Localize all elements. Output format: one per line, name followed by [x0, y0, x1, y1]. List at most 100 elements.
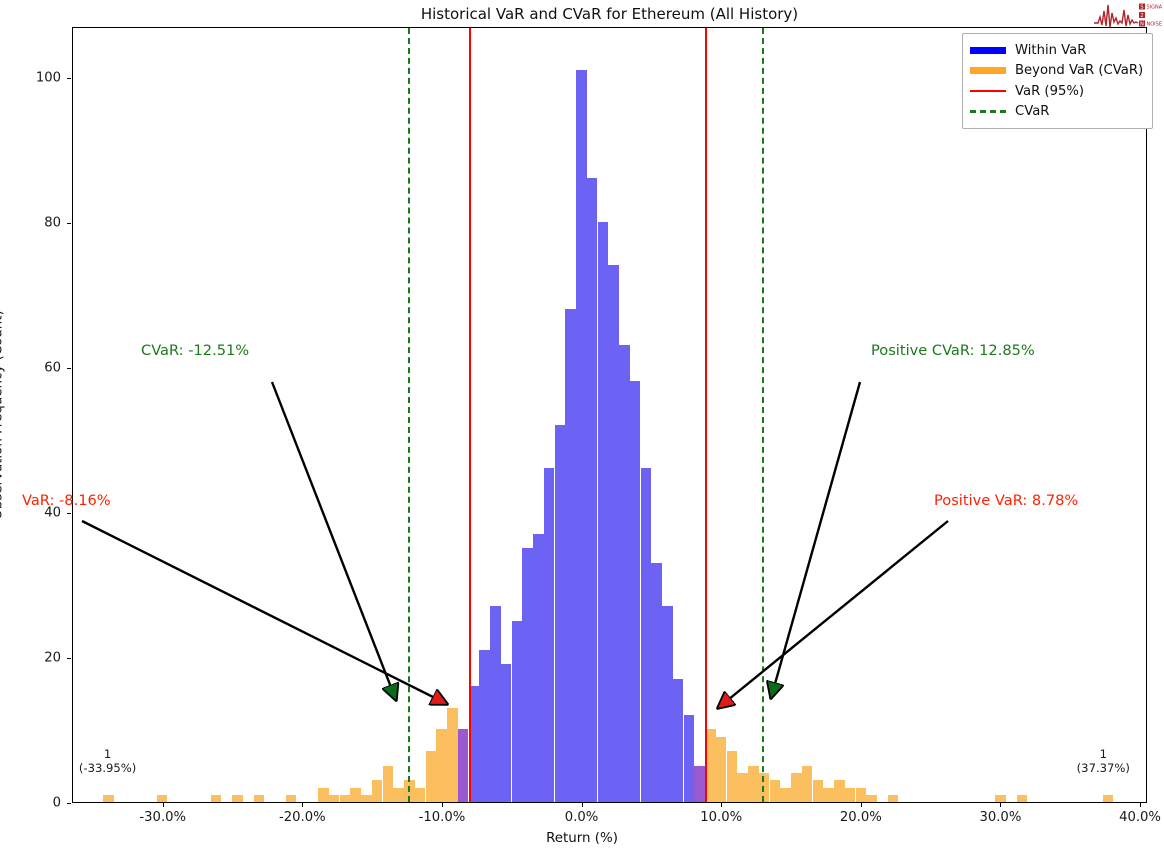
histogram-bar: [629, 381, 641, 802]
legend-label: CVaR: [1015, 104, 1050, 120]
histogram-bar: [103, 794, 114, 802]
histogram-bar: [801, 765, 813, 802]
histogram-bar: [382, 765, 394, 802]
y-tick: [67, 803, 71, 804]
outlier-left-count: 1: [103, 747, 112, 761]
svg-text:S: S: [1140, 4, 1143, 10]
y-tick: [67, 657, 71, 659]
legend-swatch: [970, 110, 1006, 114]
histogram-bar: [812, 780, 824, 802]
x-tick-label: 10.0%: [700, 810, 743, 825]
annotation-var-negative: VaR: -8.16%: [22, 492, 111, 509]
y-tick-label: 40: [44, 505, 61, 521]
outlier-label-right: 1 (37.37%): [1077, 747, 1130, 775]
legend-item[interactable]: VaR (95%): [970, 81, 1143, 102]
histogram-bar: [1102, 794, 1114, 802]
histogram-bar: [522, 548, 533, 802]
histogram-bar: [758, 773, 770, 802]
marker-line-positive-var: [705, 28, 708, 802]
histogram-bar: [737, 773, 748, 802]
histogram-bar: [995, 794, 1006, 802]
histogram-bar: [339, 794, 351, 802]
svg-text:N: N: [1140, 21, 1144, 27]
marker-line-cvar: [407, 28, 410, 802]
histogram-bar: [511, 620, 523, 802]
legend-label: Within VaR: [1015, 42, 1087, 58]
x-tick: [1140, 803, 1142, 807]
y-tick: [67, 77, 71, 79]
histogram-bar: [780, 787, 791, 802]
histogram-bar: [457, 729, 469, 802]
histogram-bar: [414, 787, 426, 802]
histogram-bar: [543, 468, 555, 802]
histogram-bar: [533, 533, 544, 802]
histogram-bar: [672, 678, 684, 802]
legend-swatch: [970, 46, 1006, 54]
histogram-bar: [328, 794, 340, 802]
x-tick: [721, 803, 723, 807]
histogram-bar: [447, 707, 458, 802]
logo-line2: 2: [1140, 13, 1143, 19]
legend-label: Beyond VaR (CVaR): [1015, 63, 1144, 79]
histogram-bar: [608, 265, 619, 802]
y-tick: [67, 512, 71, 514]
y-tick-label: 60: [44, 360, 61, 376]
histogram-bar: [715, 736, 727, 802]
histogram-bar: [844, 787, 856, 802]
histogram-bar: [371, 780, 383, 802]
x-tick-label: 20.0%: [839, 810, 882, 825]
histogram-bar: [479, 649, 490, 802]
annotation-cvar-negative: CVaR: -12.51%: [141, 342, 250, 359]
x-tick-label: 40.0%: [1119, 810, 1161, 825]
legend-item[interactable]: Beyond VaR (CVaR): [970, 61, 1143, 82]
legend-item[interactable]: Within VaR: [970, 40, 1143, 61]
y-tick: [67, 222, 71, 224]
histogram-bar: [253, 794, 265, 802]
y-tick-label: 100: [35, 70, 61, 86]
histogram-bar: [576, 69, 587, 802]
histogram-bar: [748, 765, 759, 802]
histogram-bar: [855, 787, 867, 802]
chart-title: Historical VaR and CVaR for Ethereum (Al…: [420, 5, 799, 23]
histogram-bar: [1016, 794, 1028, 802]
legend-item[interactable]: CVaR: [970, 102, 1143, 123]
outlier-left-value: (-33.95%): [78, 761, 137, 776]
legend-swatch: [970, 90, 1006, 93]
x-tick-label: -10.0%: [418, 810, 466, 825]
waveform-icon: [1094, 4, 1139, 28]
marker-line-var-95: [468, 28, 471, 802]
x-tick-label: -30.0%: [139, 810, 187, 825]
histogram-bar: [834, 780, 845, 802]
x-tick: [162, 803, 164, 807]
legend-swatch: [970, 67, 1006, 75]
histogram-bar: [640, 468, 652, 802]
x-tick-label: 0.0%: [564, 810, 599, 825]
histogram-bar: [232, 794, 243, 802]
histogram-bar: [468, 685, 480, 802]
x-tick: [441, 803, 443, 807]
x-tick: [302, 803, 304, 807]
outlier-right-count: 1: [1099, 747, 1107, 761]
x-tick: [860, 803, 862, 807]
histogram-bar: [651, 562, 662, 802]
histogram-bar: [425, 751, 437, 802]
y-tick-label: 0: [52, 795, 61, 811]
y-tick-label: 80: [44, 215, 61, 231]
histogram-bar: [619, 345, 630, 802]
annotation-var-positive: Positive VaR: 8.78%: [934, 492, 1079, 509]
histogram-bars: [73, 28, 1146, 802]
marker-line-positive-cvar: [761, 28, 764, 802]
histogram-bar: [823, 787, 834, 802]
x-tick: [581, 803, 583, 807]
histogram-bar: [490, 606, 501, 802]
histogram-bar: [586, 178, 598, 802]
outlier-right-value: (37.37%): [1076, 761, 1130, 776]
histogram-bar: [683, 714, 695, 802]
y-tick-label: 20: [44, 650, 61, 666]
histogram-bar: [726, 751, 738, 802]
annotation-cvar-positive: Positive CVaR: 12.85%: [871, 342, 1035, 359]
histogram-bar: [705, 729, 716, 802]
histogram-bar: [866, 794, 877, 802]
logo-line3: NOISE: [1147, 21, 1162, 27]
